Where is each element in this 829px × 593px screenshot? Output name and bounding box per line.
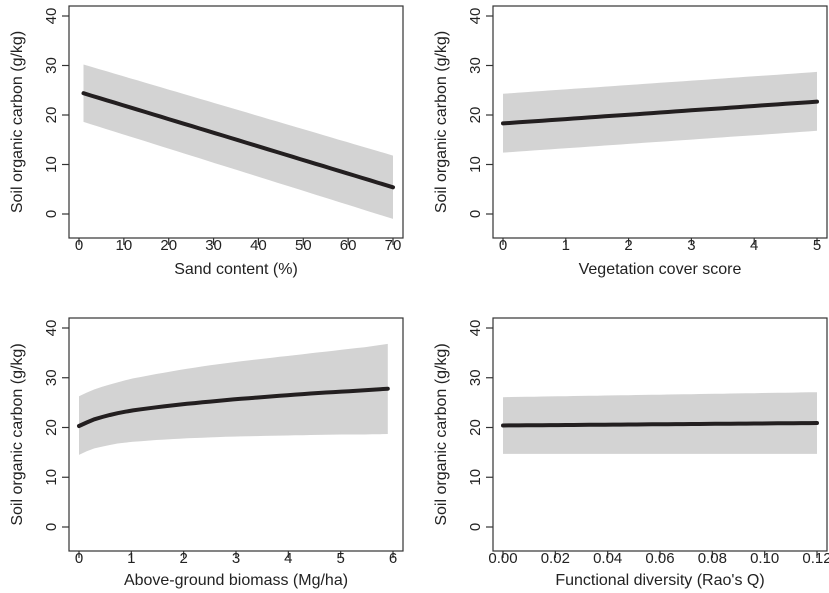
x-tick-label: 1 xyxy=(562,237,570,254)
x-tick-label: 0.02 xyxy=(541,550,570,567)
y-tick-label: 10 xyxy=(43,469,60,486)
plot-frame xyxy=(68,5,404,239)
x-tick-label: 6 xyxy=(389,550,397,567)
y-tick-label: 40 xyxy=(43,8,60,25)
x-axis-label: Sand content (%) xyxy=(174,261,298,278)
y-tick-label: 0 xyxy=(467,210,484,218)
y-tick-label: 20 xyxy=(43,107,60,124)
y-tick-label: 0 xyxy=(43,210,60,218)
x-tick-label: 0 xyxy=(75,237,83,254)
y-axis-label: Soil organic carbon (g/kg) xyxy=(9,343,26,525)
plot-frame xyxy=(492,5,828,239)
fitted-line xyxy=(81,91,395,190)
x-tick-label: 1 xyxy=(127,550,135,567)
x-tick-label: 0.12 xyxy=(802,550,829,567)
x-tick-label: 2 xyxy=(179,550,187,567)
x-tick-label: 10 xyxy=(116,237,133,254)
x-tick-label: 60 xyxy=(340,237,357,254)
x-tick-label: 5 xyxy=(813,237,821,254)
x-tick-label: 70 xyxy=(385,237,402,254)
y-tick-label: 10 xyxy=(467,156,484,173)
y-tick-label: 30 xyxy=(43,369,60,386)
y-tick-label: 30 xyxy=(467,369,484,386)
y-tick-label: 20 xyxy=(467,107,484,124)
x-tick-label: 40 xyxy=(250,237,267,254)
y-axis-label: Soil organic carbon (g/kg) xyxy=(9,31,26,213)
y-tick-label: 20 xyxy=(43,419,60,436)
y-tick-label: 10 xyxy=(43,156,60,173)
x-tick-label: 4 xyxy=(284,550,292,567)
fitted-line xyxy=(501,421,819,428)
x-axis-label: Vegetation cover score xyxy=(579,261,742,278)
x-tick-label: 3 xyxy=(687,237,695,254)
x-tick-label: 0.04 xyxy=(593,550,622,567)
fitted-line xyxy=(501,99,819,126)
x-axis-label: Above-ground biomass (Mg/ha) xyxy=(124,572,348,589)
x-tick-label: 4 xyxy=(750,237,758,254)
y-tick-label: 30 xyxy=(467,57,484,74)
x-tick-label: 0.00 xyxy=(488,550,517,567)
x-tick-label: 20 xyxy=(160,237,177,254)
x-axis-label: Functional diversity (Rao's Q) xyxy=(555,572,764,589)
y-axis-label: Soil organic carbon (g/kg) xyxy=(433,343,450,525)
y-axis-label: Soil organic carbon (g/kg) xyxy=(433,31,450,213)
x-tick-label: 0 xyxy=(75,550,83,567)
fitted-line xyxy=(77,386,390,428)
panel-1: 0 10 20 30 40 50 60 70 0 10 20 30 40 Sand content (%)… xyxy=(9,5,404,278)
x-tick-label: 50 xyxy=(295,237,312,254)
y-tick-label: 40 xyxy=(467,320,484,337)
y-tick-label: 40 xyxy=(43,320,60,337)
y-tick-label: 20 xyxy=(467,419,484,436)
panel-3: 0 1 2 3 4 5 6 0 10 20 30 40 Above-ground biomass (Mg… xyxy=(9,317,404,589)
y-tick-label: 40 xyxy=(467,8,484,25)
x-tick-label: 0.10 xyxy=(750,550,779,567)
y-tick-label: 0 xyxy=(467,523,484,531)
x-tick-label: 0.08 xyxy=(698,550,727,567)
x-tick-label: 3 xyxy=(232,550,240,567)
y-tick-label: 10 xyxy=(467,469,484,486)
x-tick-label: 0 xyxy=(499,237,507,254)
y-tick-label: 30 xyxy=(43,57,60,74)
x-tick-label: 2 xyxy=(624,237,632,254)
x-tick-label: 30 xyxy=(205,237,222,254)
x-tick-label: 5 xyxy=(336,550,344,567)
y-tick-label: 0 xyxy=(43,523,60,531)
panel-4: 0.00 0.02 0.04 0.06 0.08 0.10 0.12 0 10 20 30 40 Fun… xyxy=(433,317,829,589)
x-tick-label: 0.06 xyxy=(645,550,674,567)
panel-2: 0 1 2 3 4 5 0 10 20 30 40 Vegetation cover score Soi… xyxy=(433,5,828,278)
